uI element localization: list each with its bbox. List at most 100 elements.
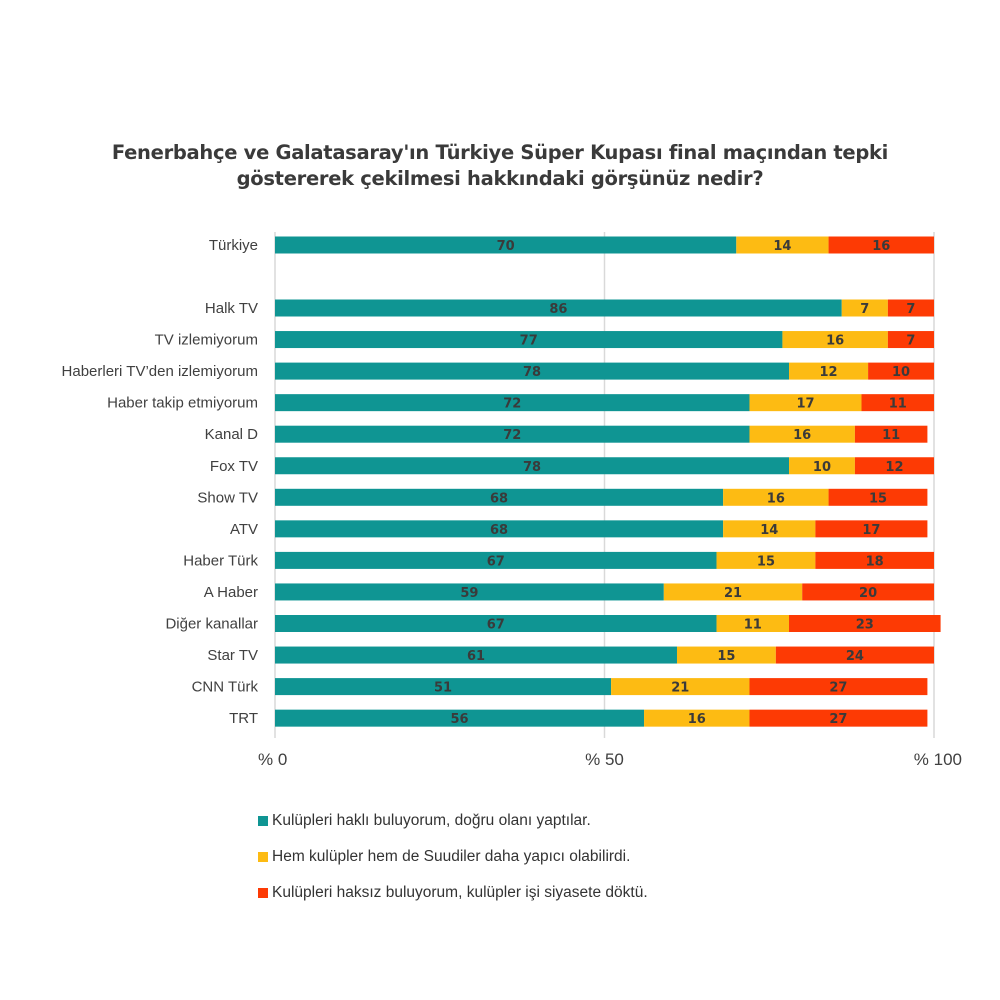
legend-label: Kulüpleri haklı buluyorum, doğru olanı y… [272, 812, 591, 829]
legend-item: Kulüpleri haklı buluyorum, doğru olanı y… [258, 803, 648, 839]
data-label: 11 [889, 397, 907, 412]
x-tick-label: % 50 [585, 750, 624, 769]
data-label: 7 [906, 302, 915, 317]
data-label: 16 [688, 712, 706, 727]
chart-title-line-2: göstererek çekilmesi hakkındaki görşünüz… [236, 167, 764, 190]
bar-segment [782, 331, 888, 349]
bar-segment [716, 615, 790, 632]
category-label: A Haber [204, 584, 258, 601]
data-label: 15 [757, 554, 775, 569]
data-label: 20 [859, 586, 877, 601]
category-label: Türkiye [209, 237, 258, 254]
legend-label: Kulüpleri haksız buluyorum, kulüpler işi… [272, 884, 648, 901]
data-label: 61 [467, 649, 485, 664]
bar-segment [275, 709, 645, 727]
data-label: 68 [490, 523, 508, 538]
category-label: TRT [229, 710, 258, 727]
bars [275, 236, 941, 727]
data-label: 77 [520, 334, 538, 349]
data-label: 16 [872, 239, 890, 254]
category-label: TV izlemiyorum [155, 332, 258, 349]
legend-item: Kulüpleri haksız buluyorum, kulüpler işi… [258, 875, 648, 911]
bar-segment [815, 520, 928, 538]
category-label: Haberleri TV’den izlemiyorum [62, 363, 258, 380]
bar-segment [676, 646, 776, 664]
category-label: Haber Türk [183, 552, 258, 569]
data-label: 15 [869, 491, 887, 506]
data-label: 24 [846, 649, 864, 664]
bar-segment [868, 362, 934, 380]
data-label: 14 [773, 239, 791, 254]
data-label: 70 [497, 239, 515, 254]
legend-swatch [258, 816, 268, 826]
data-label: 67 [487, 554, 505, 569]
data-label: 16 [793, 428, 811, 443]
bar-segment [736, 236, 829, 254]
bar-segment [275, 646, 677, 664]
bar-segment [275, 299, 842, 317]
x-axis-ticks: % 0 % 50 % 100 [258, 750, 962, 769]
bar-segment [275, 425, 750, 443]
data-label: 10 [892, 365, 910, 380]
data-label: 17 [796, 397, 814, 412]
legend-label: Hem kulüpler hem de Suudiler daha yapıcı… [272, 848, 631, 865]
data-label: 27 [829, 681, 847, 696]
legend-swatch [258, 888, 268, 898]
data-label: 10 [813, 460, 831, 475]
data-label: 27 [829, 712, 847, 727]
bar-segment [275, 236, 737, 254]
x-tick-label: % 0 [258, 750, 287, 769]
legend-swatch [258, 852, 268, 862]
bar-segment [749, 394, 862, 412]
bar-segment [887, 299, 934, 317]
bar-segment [854, 457, 934, 475]
bar-segment [841, 299, 888, 317]
chart-title: Fenerbahçe ve Galatasaray'ın Türkiye Süp… [60, 140, 940, 192]
data-label: 23 [856, 618, 874, 633]
category-label: CNN Türk [192, 679, 259, 696]
category-label: Fox TV [210, 458, 258, 475]
category-label: ATV [230, 521, 258, 538]
bar-segment [854, 425, 928, 443]
data-label: 72 [503, 428, 521, 443]
data-label: 59 [460, 586, 478, 601]
chart-title-line-1: Fenerbahçe ve Galatasaray'ın Türkiye Süp… [111, 141, 889, 164]
bar-segment [663, 583, 803, 601]
category-label: Haber takip etmiyorum [107, 395, 258, 412]
bar-segment [802, 583, 934, 601]
bar-segment [789, 615, 941, 632]
data-label: 18 [866, 554, 884, 569]
category-label: Show TV [197, 489, 258, 506]
bar-segment [861, 394, 934, 412]
data-label: 14 [760, 523, 778, 538]
data-label: 21 [724, 586, 742, 601]
legend-item: Hem kulüpler hem de Suudiler daha yapıcı… [258, 839, 648, 875]
category-label: Kanal D [205, 426, 259, 443]
bar-segment [275, 583, 664, 601]
bar-segment [275, 394, 750, 412]
x-tick-label: % 100 [914, 750, 962, 769]
data-label: 56 [450, 712, 468, 727]
bar-segment [275, 457, 790, 475]
bar-segment [716, 551, 816, 569]
data-label: 86 [549, 302, 567, 317]
category-label: Star TV [207, 647, 258, 664]
bar-segment [789, 457, 855, 475]
bar-segment [815, 551, 934, 569]
bar-segment [789, 362, 869, 380]
bar-segment [611, 678, 750, 696]
bar-segment [723, 520, 816, 538]
data-label: 67 [487, 618, 505, 633]
bar-segment [275, 362, 790, 380]
legend: Kulüpleri haklı buluyorum, doğru olanı y… [258, 803, 648, 911]
bar-segment [723, 488, 829, 506]
bar-segment [275, 520, 724, 538]
data-label: 51 [434, 681, 452, 696]
data-label: 12 [885, 460, 903, 475]
data-label: 11 [882, 428, 900, 443]
bar-segment [644, 709, 750, 727]
bar-segment [275, 678, 612, 696]
data-label: 17 [862, 523, 880, 538]
data-label: 78 [523, 460, 541, 475]
